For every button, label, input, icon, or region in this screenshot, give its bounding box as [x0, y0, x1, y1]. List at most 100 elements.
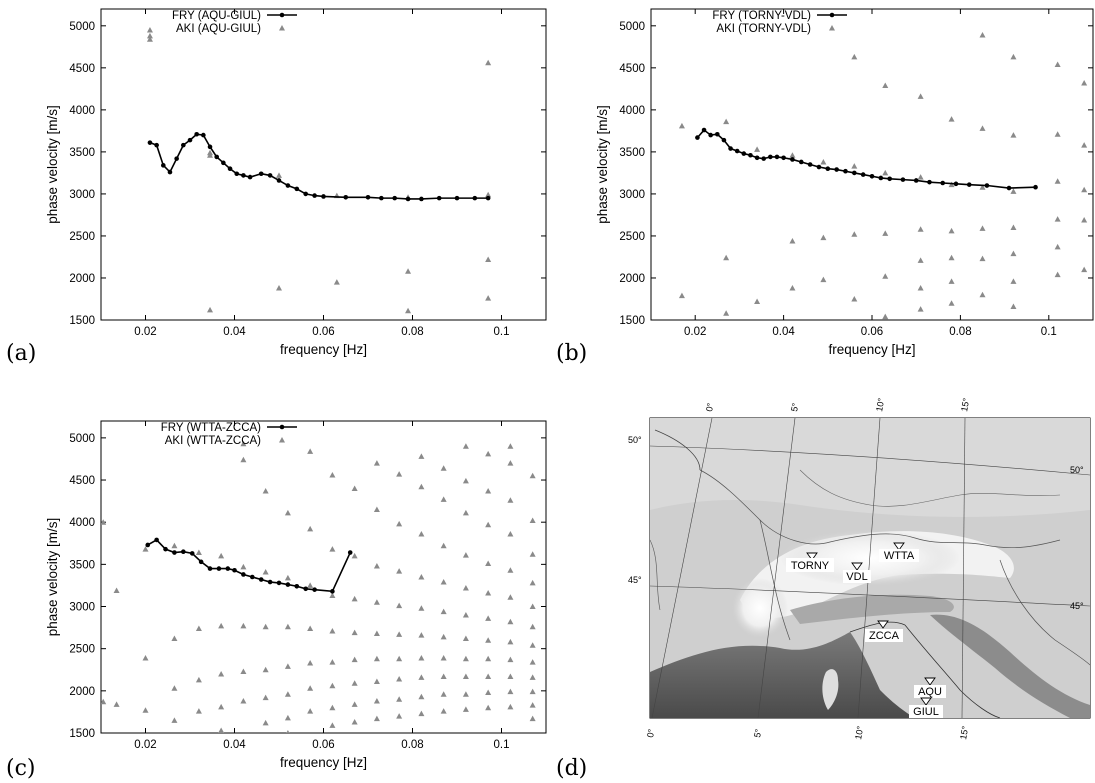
x-tick-label: 0.1	[1041, 326, 1057, 338]
aki-point	[529, 472, 536, 479]
aki-point	[373, 563, 380, 569]
aki-point	[485, 560, 492, 567]
adriatic-sea	[930, 614, 1090, 718]
legend-entry-fry: FRY (TORNY-VDL)	[712, 10, 811, 22]
aki-point	[418, 530, 425, 537]
station-vdl: VDL	[843, 562, 871, 583]
aki-point	[351, 719, 358, 725]
fry-point	[267, 173, 273, 178]
y-axis-label: phase velocity [m/s]	[595, 105, 610, 224]
panel-label-b: (b)	[556, 341, 587, 366]
po-valley	[790, 594, 954, 624]
fry-point	[312, 193, 317, 198]
aki-point	[507, 460, 514, 466]
fry-point	[167, 169, 173, 175]
aki-point	[195, 625, 202, 631]
station-zcca: ZCCA	[865, 620, 903, 642]
station-label-bg	[786, 558, 834, 572]
aki-point	[307, 448, 314, 454]
aki-point	[948, 254, 955, 261]
station-label-bg	[914, 685, 946, 698]
fry-point	[172, 550, 177, 555]
aki-point	[405, 307, 412, 314]
fry-point	[241, 572, 246, 577]
aki-point	[440, 633, 447, 640]
legend-entry-aki: AKI (WTTA-ZCCA)	[165, 435, 261, 447]
y-tick-label: 2500	[619, 231, 645, 243]
aki-point	[820, 276, 827, 283]
aki-point	[485, 521, 492, 528]
plot-frame	[100, 420, 547, 734]
x-tick-label: 0.04	[772, 326, 795, 338]
aki-point	[218, 622, 225, 629]
fry-point	[984, 183, 990, 188]
aki-point	[979, 291, 986, 298]
border-germany	[799, 469, 1061, 507]
aki-point	[373, 630, 380, 636]
aki-point	[396, 568, 403, 574]
lon-label-top-10: 10°	[874, 397, 886, 413]
aki-point	[440, 542, 447, 549]
italy-coast	[904, 624, 1001, 718]
aki-point	[307, 685, 314, 691]
aki-point	[485, 704, 492, 711]
fry-point	[485, 195, 491, 201]
aki-point	[240, 668, 247, 674]
fry-point	[392, 195, 398, 201]
fry-point	[232, 567, 237, 573]
aki-point	[529, 659, 536, 665]
aki-point	[373, 655, 380, 662]
y-tick-label: 4000	[69, 517, 95, 529]
aki-point	[462, 509, 469, 516]
parallel-45	[650, 585, 1090, 607]
fry-point	[878, 175, 884, 181]
aki-point	[1010, 250, 1017, 257]
aki-point	[262, 568, 269, 575]
fry-point	[216, 566, 222, 571]
aki-point	[529, 579, 536, 586]
station-label-bg	[879, 549, 919, 562]
aki-point	[262, 487, 269, 494]
station-aqu: AQU	[914, 677, 946, 698]
aki-point	[789, 152, 796, 158]
panel-label-a: (a)	[6, 341, 36, 366]
station-label-bg	[909, 705, 943, 718]
fry-point	[966, 182, 972, 187]
aki-point	[1054, 61, 1061, 67]
panel-label-c: (c)	[6, 756, 36, 781]
fry-point	[294, 186, 300, 192]
aki-point	[284, 509, 291, 516]
aki-point	[218, 670, 225, 677]
y-tick-label: 5000	[69, 21, 95, 33]
aki-point	[485, 59, 492, 66]
legend-swatch-aki	[829, 25, 835, 31]
legend-swatch-aki	[279, 437, 285, 443]
aki-point	[286, 730, 290, 733]
plot-area	[146, 27, 492, 314]
aki-point	[948, 227, 955, 234]
fry-point	[276, 580, 282, 586]
aki-point	[851, 163, 858, 169]
fry-point	[154, 142, 159, 148]
aki-point	[485, 295, 492, 301]
fry-point	[900, 177, 906, 182]
fry-point	[927, 179, 932, 185]
plot-frame	[650, 8, 1094, 321]
lon-label-top-5: 5°	[789, 402, 800, 413]
aki-point	[284, 691, 291, 697]
chart-panel-a: 1500 2000 2500 3000 3500 4000 4500 5000 0.02 0.04…	[45, 8, 547, 357]
legend: FRY (TORNY-VDL)AKI (TORNY-VDL)	[712, 10, 847, 35]
x-tick-label: 0.02	[684, 326, 706, 338]
aki-point	[284, 574, 291, 581]
aki-point	[507, 594, 514, 600]
aki-point	[789, 285, 796, 291]
aki-point	[142, 654, 149, 661]
aki-point	[851, 53, 858, 60]
fry-point	[843, 168, 848, 174]
lon-label-bottom-5: 5°	[752, 728, 763, 739]
fry-point	[734, 148, 740, 154]
fry-point	[194, 131, 199, 137]
fry-point	[161, 163, 166, 168]
fry-point	[258, 171, 264, 177]
y-tick-label: 4000	[69, 105, 95, 117]
